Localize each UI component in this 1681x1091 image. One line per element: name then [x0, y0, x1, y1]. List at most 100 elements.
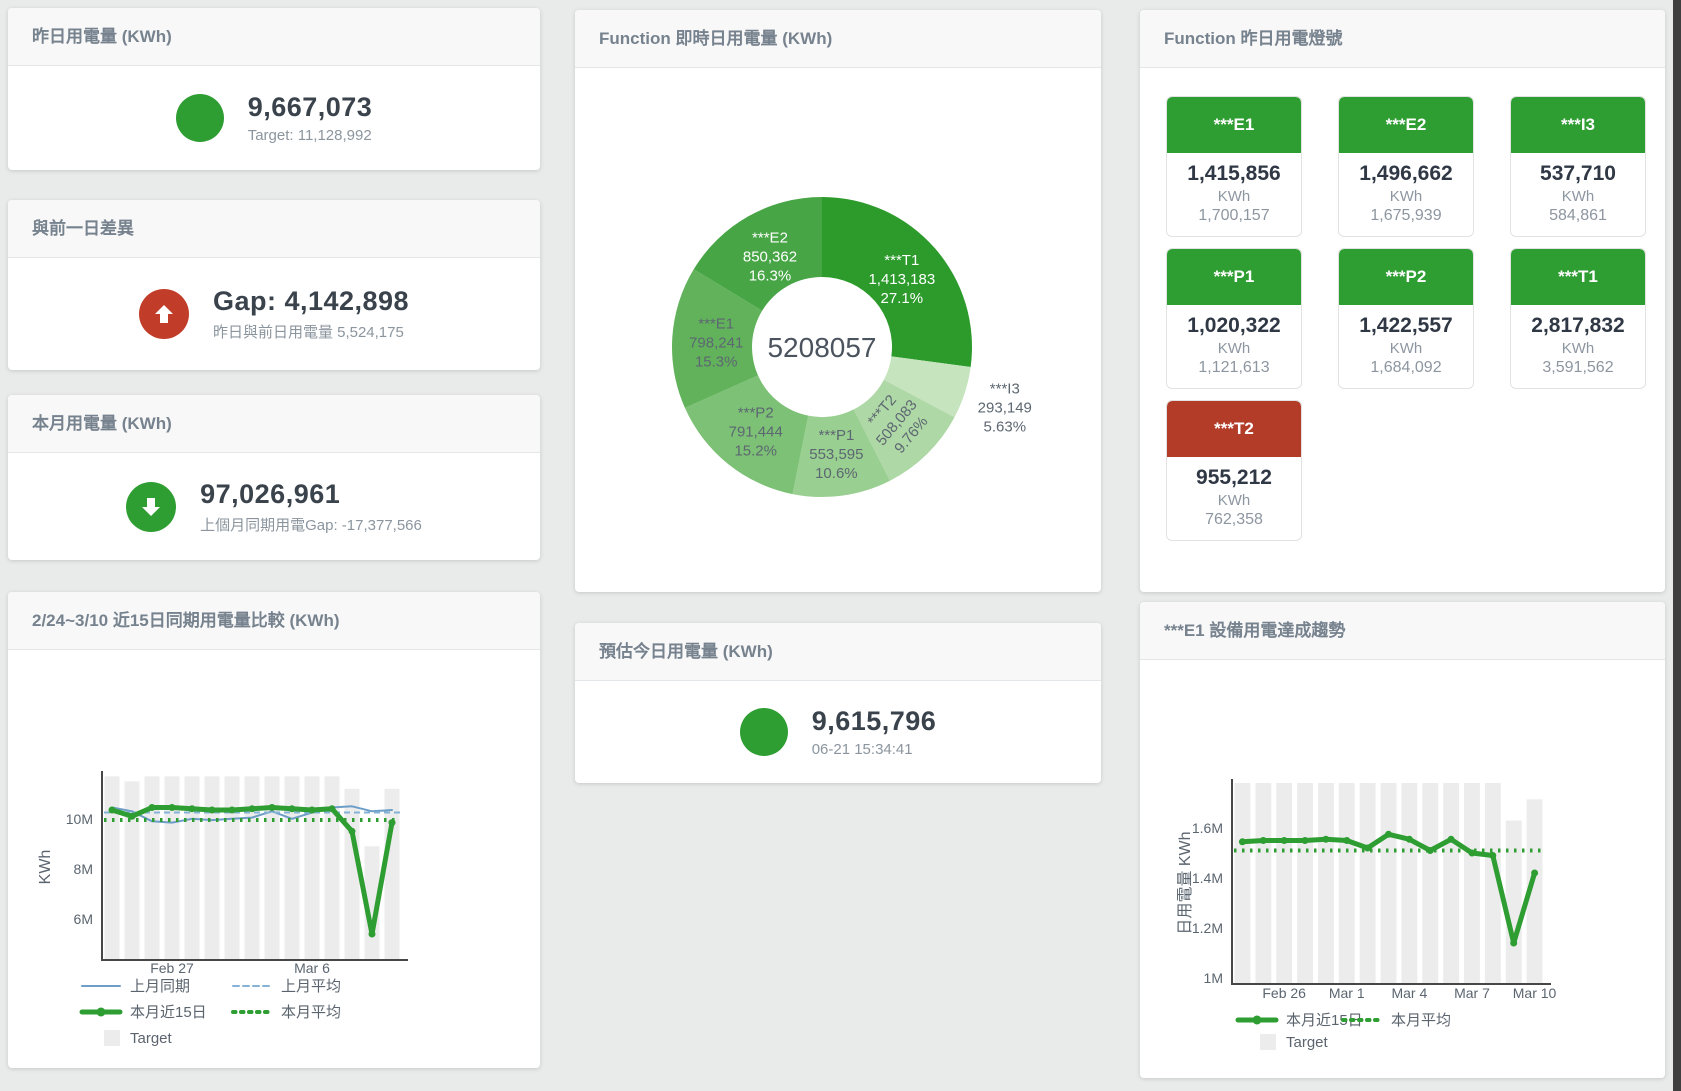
tile-unit: KWh	[1217, 492, 1251, 509]
y-tick-label: 10M	[66, 811, 93, 827]
legend-entry[interactable]: 本月近15日	[79, 1004, 207, 1021]
legend-label: 本月平均	[281, 1004, 341, 1021]
x-tick-label: Feb 26	[1262, 985, 1306, 1001]
card-title: 與前一日差異	[8, 200, 540, 258]
series-point	[308, 806, 316, 814]
kpi-text: 97,026,961 上個月同期用電Gap: -17,377,566	[200, 479, 422, 535]
kpi-text: 9,667,073 Target: 11,128,992	[248, 92, 373, 144]
series-point	[188, 805, 196, 813]
series-point	[368, 930, 376, 938]
card-yesterday-usage: 昨日用電量 (KWh) 9,667,073 Target: 11,128,992	[8, 8, 540, 170]
series-point	[1259, 837, 1267, 844]
tile-unit: KWh	[1217, 188, 1251, 205]
tile-name: ***T2	[1167, 401, 1301, 457]
series-point	[208, 806, 216, 814]
legend-label: 上月平均	[281, 978, 341, 995]
tile-target-value: 1,121,613	[1198, 359, 1270, 376]
tile-value: 1,020,322	[1187, 314, 1281, 337]
target-bar	[1234, 783, 1251, 983]
donut-slice-label: ***I3 293,149 5.63%	[978, 381, 1032, 436]
tile-target-value: 1,684,092	[1370, 359, 1442, 376]
donut-slice-p2[interactable]	[684, 375, 809, 495]
target-bar	[284, 776, 300, 959]
card-realtime-donut: Function 即時日用電量 (KWh) ***T1 1,413,183 27.1…	[575, 10, 1101, 592]
target-bar	[1318, 783, 1334, 983]
series-point	[1468, 849, 1476, 857]
tile-value: 955,212	[1196, 466, 1272, 489]
target-bar	[364, 846, 380, 959]
kpi-subtext: 上個月同期用電Gap: -17,377,566	[200, 516, 422, 534]
legend-target-swatch	[1260, 1034, 1276, 1050]
x-tick-label: Mar 10	[1513, 985, 1557, 1001]
series-point	[1322, 835, 1330, 843]
kpi-subtext: 昨日與前日用電量 5,524,175	[212, 324, 404, 341]
x-tick-label: Mar 4	[1391, 985, 1427, 1001]
realtime-usage-donut-chart[interactable]: ***T1 1,413,183 27.1%***I3 293,149 5.63%***T…	[575, 68, 1101, 592]
x-tick-label: Feb 27	[150, 960, 194, 976]
target-bar	[1297, 783, 1313, 983]
series-point	[248, 805, 256, 813]
target-bar	[124, 781, 140, 959]
light-tile-p2[interactable]: ***P2 1,422,557 KWh 1,684,092	[1338, 248, 1474, 389]
donut-slice-p1[interactable]	[792, 409, 890, 497]
light-tile-e2[interactable]: ***E2 1,496,662 KWh 1,675,939	[1338, 96, 1474, 237]
series-point	[1510, 939, 1518, 947]
light-tile-t1[interactable]: ***T1 2,817,832 KWh 3,591,562	[1510, 248, 1646, 389]
green-status-circle-icon	[175, 94, 224, 142]
legend-label: 本月平均	[1391, 1012, 1451, 1029]
target-bar	[304, 776, 320, 959]
donut-slice-label: ***T1 1,413,183 27.1%	[868, 252, 935, 307]
tile-value: 1,422,557	[1359, 314, 1453, 337]
e1-trend-line-chart[interactable]: 1M 1.2M 1.4M 1.6M Feb 26 Mar 1 Mar 4 Mar 7 Mar 1…	[1140, 660, 1665, 1078]
tile-value: 2,817,832	[1531, 314, 1625, 337]
series-line	[111, 805, 393, 824]
donut-slice-i3[interactable]	[883, 356, 971, 418]
series-point	[1531, 869, 1539, 877]
target-bar	[1464, 783, 1480, 983]
kpi-value: 9,615,796	[811, 706, 937, 736]
series-point	[1301, 837, 1309, 844]
series-point	[348, 827, 356, 835]
donut-slice-e2[interactable]	[693, 197, 822, 311]
series-point	[108, 806, 116, 814]
light-tile-e1[interactable]: ***E1 1,415,856 KWh 1,700,157	[1166, 96, 1302, 237]
target-bar	[1484, 783, 1501, 983]
light-tile-p1[interactable]: ***P1 1,020,322 KWh 1,121,613	[1166, 248, 1302, 389]
kpi-text: Gap: 4,142,898 昨日與前日用電量 5,524,175	[213, 286, 409, 342]
donut-slice-t2[interactable]	[853, 379, 955, 481]
target-bar	[384, 788, 400, 959]
donut-slice-label: ***P1 553,595 10.6%	[809, 427, 863, 482]
donut-center-total: 5208057	[767, 332, 876, 363]
legend-entry[interactable]: Target	[1260, 1034, 1329, 1051]
light-tile-i3[interactable]: ***I3 537,710 KWh 584,861	[1510, 96, 1646, 237]
legend-entry[interactable]: 上月同期	[81, 978, 190, 995]
legend-label: Target	[130, 1030, 173, 1047]
card-title: 昨日用電量 (KWh)	[8, 8, 540, 66]
series-point	[328, 805, 336, 813]
legend-entry[interactable]: Target	[104, 1030, 173, 1047]
legend-entry[interactable]: 本月平均	[1341, 1012, 1451, 1029]
target-bar	[264, 776, 280, 959]
tile-name: ***E2	[1339, 97, 1473, 153]
light-tile-t2[interactable]: ***T2 955,212 KWh 762,358	[1166, 400, 1302, 541]
y-axis-title: 日用電量 KWh	[1177, 831, 1194, 934]
target-bar	[204, 776, 220, 959]
donut-slice-e1[interactable]	[671, 269, 763, 408]
target-bar	[1359, 783, 1376, 983]
kpi-body: 97,026,961 上個月同期用電Gap: -17,377,566	[8, 453, 540, 560]
target-bar	[344, 788, 360, 959]
legend-entry[interactable]: 上月平均	[232, 978, 341, 995]
legend-label: Target	[1286, 1034, 1329, 1051]
donut-slice-label: ***P2 791,444 15.2%	[729, 405, 783, 460]
donut-slice-t1[interactable]	[822, 197, 972, 368]
card-title: Function 昨日用電燈號	[1140, 10, 1665, 68]
scrollbar[interactable]	[1673, 0, 1681, 1091]
tile-value: 1,496,662	[1359, 162, 1453, 185]
card-compare-15day-chart: 2/24~3/10 近15日同期用電量比較 (KWh) 6M 8M 10M Feb 2…	[8, 592, 540, 1068]
card-title: 本月用電量 (KWh)	[8, 395, 540, 453]
target-bar	[1526, 799, 1543, 984]
legend-entry[interactable]: 本月平均	[231, 1004, 341, 1021]
legend-entry[interactable]: 本月近15日	[1235, 1012, 1363, 1029]
card-title: 預估今日用電量 (KWh)	[575, 623, 1101, 681]
